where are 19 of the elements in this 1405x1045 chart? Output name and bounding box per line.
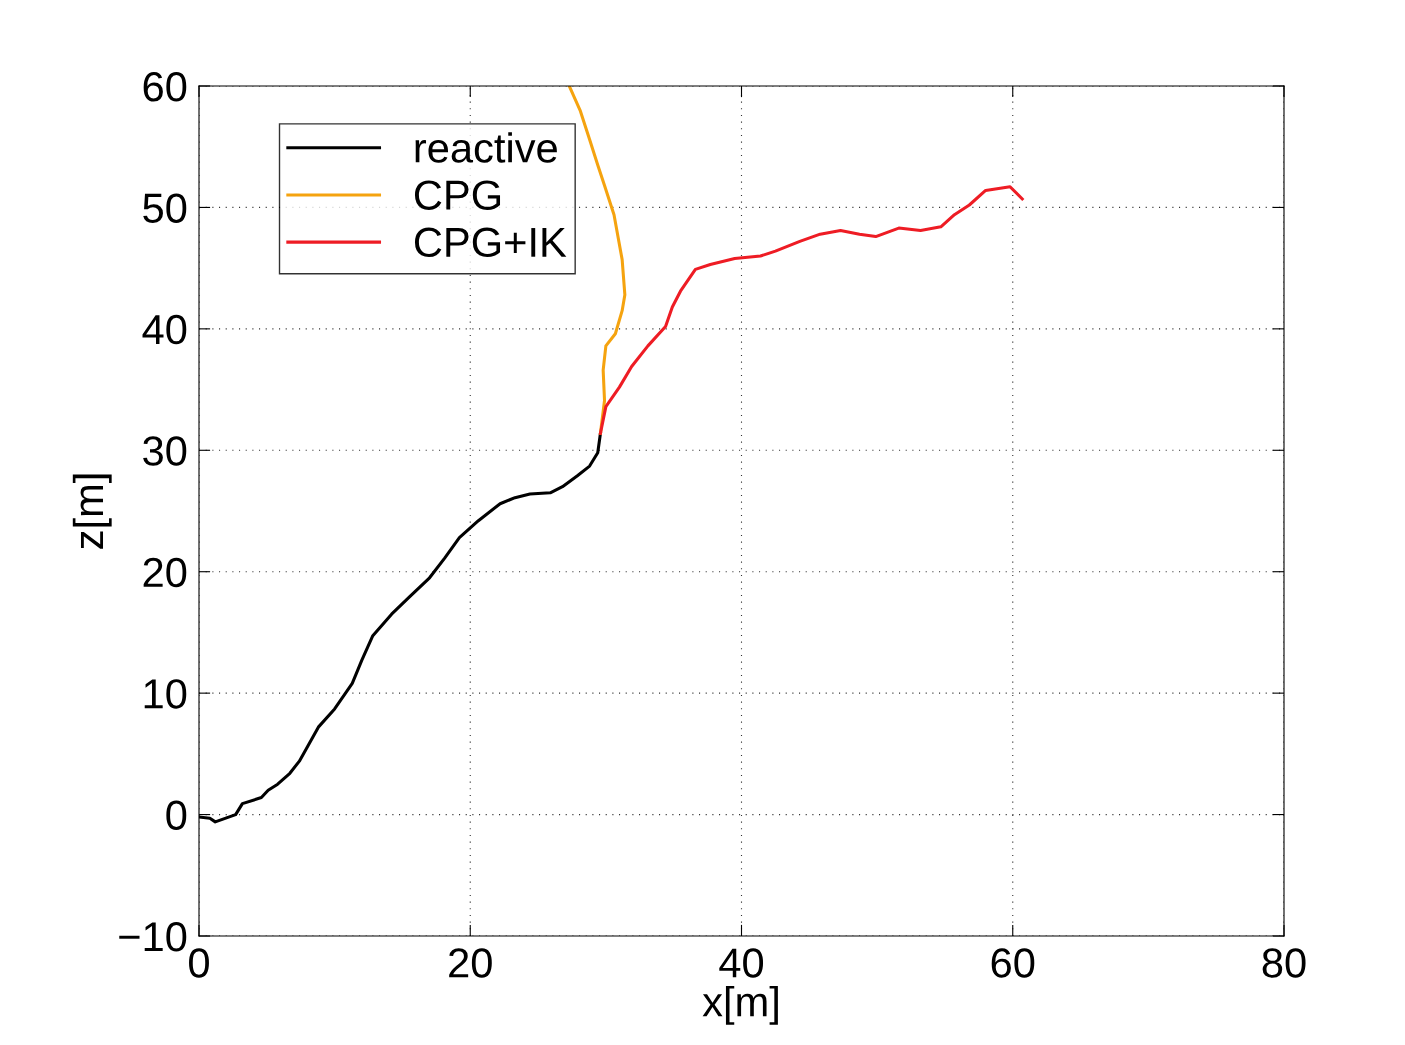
y-tick-label: 10 xyxy=(144,679,187,709)
y-tick-label: −10 xyxy=(119,922,187,952)
legend-label: CPG xyxy=(414,180,501,210)
y-axis-title: z[m] xyxy=(72,474,112,549)
x-tick-label: 0 xyxy=(189,948,209,978)
y-tick-label: 40 xyxy=(142,314,187,345)
x-tick-label: 60 xyxy=(991,948,1035,978)
y-tick-label: 0 xyxy=(166,800,187,831)
y-tick-label: 50 xyxy=(143,193,187,223)
y-tick-label: 20 xyxy=(143,557,187,588)
y-tick-label: 60 xyxy=(143,72,187,102)
x-axis-title: x[m] xyxy=(702,985,778,1025)
line-series xyxy=(598,185,1024,435)
x-tick-label: 20 xyxy=(449,948,492,978)
x-tick-label: 80 xyxy=(1262,948,1306,978)
y-tick-label: 30 xyxy=(143,436,187,466)
legend-label: reactive xyxy=(415,132,557,163)
x-tick-label: 40 xyxy=(719,948,764,978)
legend-label: CPG+IK xyxy=(414,227,567,258)
